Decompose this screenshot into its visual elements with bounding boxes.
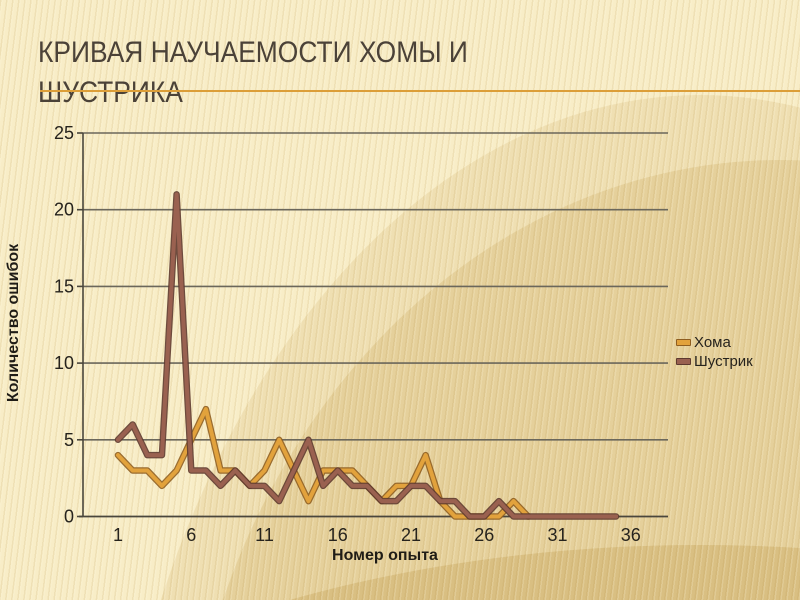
legend-marker-icon (676, 358, 691, 365)
legend-item-Хома: Хома (676, 333, 753, 352)
y-tick-label-5: 5 (64, 430, 74, 450)
y-tick-label-0: 0 (64, 507, 74, 527)
x-tick-label-6: 6 (186, 525, 196, 545)
x-tick-label-31: 31 (547, 525, 567, 545)
y-tick-label-25: 25 (54, 123, 74, 143)
y-tick-label-15: 15 (54, 276, 74, 296)
x-tick-label-1: 1 (113, 525, 123, 545)
chart-legend: Хома Шустрик (676, 333, 753, 371)
legend-item-Шустрик: Шустрик (676, 352, 753, 371)
title-accent-rule (40, 90, 800, 92)
legend-label: Хома (694, 334, 731, 351)
x-tick-label-16: 16 (328, 525, 348, 545)
legend-marker-icon (676, 339, 691, 346)
y-tick-label-20: 20 (54, 200, 74, 220)
legend-label: Шустрик (694, 353, 753, 370)
slide-title-line2: ШУСТРИКА (38, 76, 183, 109)
x-tick-label-36: 36 (621, 525, 641, 545)
x-axis-title: Номер опыта (332, 547, 438, 564)
x-tick-label-21: 21 (401, 525, 421, 545)
y-tick-label-10: 10 (54, 353, 74, 373)
slide-title-line1: КРИВАЯ НАУЧАЕМОСТИ ХОМЫ И (38, 36, 468, 69)
series-line-Шустрик (116, 192, 619, 519)
slide-title: КРИВАЯ НАУЧАЕМОСТИ ХОМЫ И ШУСТРИКА (38, 33, 468, 113)
x-tick-label-11: 11 (255, 525, 274, 545)
series-line-Хома (116, 407, 531, 519)
x-tick-label-26: 26 (474, 525, 494, 545)
y-axis-title: Количество ошибок (5, 243, 22, 403)
